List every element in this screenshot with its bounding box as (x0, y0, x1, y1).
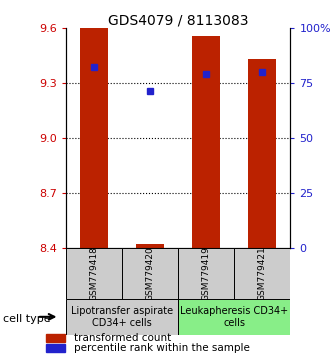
Text: transformed count: transformed count (74, 333, 171, 343)
Bar (136, 244, 164, 248)
Bar (66, 248, 122, 299)
Text: percentile rank within the sample: percentile rank within the sample (74, 343, 249, 354)
Text: Lipotransfer aspirate
CD34+ cells: Lipotransfer aspirate CD34+ cells (71, 306, 173, 328)
Bar (234, 248, 290, 299)
Bar (46, 344, 65, 353)
Bar (178, 248, 234, 299)
Bar (192, 36, 220, 248)
Bar (122, 248, 178, 299)
Text: GSM779421: GSM779421 (258, 246, 267, 301)
Text: GSM779418: GSM779418 (89, 246, 99, 301)
Text: GSM779419: GSM779419 (202, 246, 211, 301)
Bar (46, 334, 65, 342)
Text: Leukapheresis CD34+
cells: Leukapheresis CD34+ cells (180, 306, 288, 328)
Bar (66, 299, 178, 335)
Title: GDS4079 / 8113083: GDS4079 / 8113083 (108, 13, 248, 27)
Bar (80, 27, 108, 248)
Bar (248, 59, 277, 248)
Text: cell type: cell type (3, 314, 51, 324)
Text: GSM779420: GSM779420 (146, 246, 155, 301)
Bar (178, 299, 290, 335)
